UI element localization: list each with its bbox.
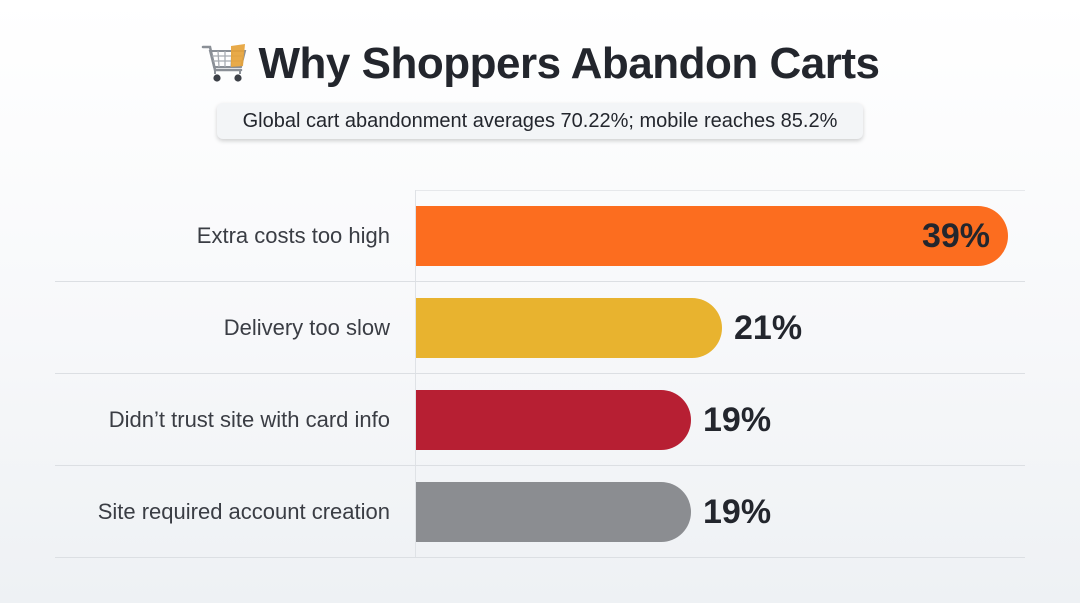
bar-row: Didn’t trust site with card info 19%: [55, 374, 1025, 466]
category-label: Didn’t trust site with card info: [108, 407, 390, 432]
bar-extra-costs: [416, 206, 1008, 266]
chart-header: Why Shoppers Abandon Carts: [0, 36, 1080, 92]
chart-title: Why Shoppers Abandon Carts: [258, 39, 880, 88]
bar-delivery-slow: [416, 298, 722, 358]
plot-top-border: [415, 190, 1025, 191]
bar-account-creation: [416, 482, 691, 542]
category-axis-line: [415, 190, 416, 558]
bar-row: Delivery too slow 21%: [55, 282, 1025, 374]
value-label: 21%: [734, 308, 803, 347]
bar-trust-card: [416, 390, 691, 450]
category-label: Extra costs too high: [196, 223, 390, 248]
category-label: Site required account creation: [97, 499, 390, 524]
value-label: 39%: [921, 216, 990, 255]
value-label: 19%: [703, 492, 772, 531]
chart-subtitle: Global cart abandonment averages 70.22%;…: [217, 103, 863, 139]
category-label: Delivery too slow: [223, 315, 390, 340]
bar-row: Extra costs too high 39%: [55, 190, 1025, 282]
shopping-cart-icon: [201, 42, 249, 86]
bar-row: Site required account creation 19%: [55, 466, 1025, 558]
value-label: 19%: [703, 400, 772, 439]
bar-chart: Extra costs too high 39% Delivery too sl…: [55, 190, 1025, 558]
